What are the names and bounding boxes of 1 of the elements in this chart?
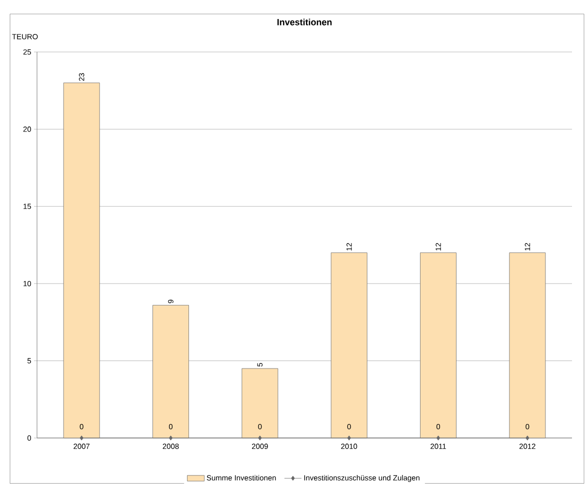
chart-title: Investitionen: [277, 18, 332, 26]
